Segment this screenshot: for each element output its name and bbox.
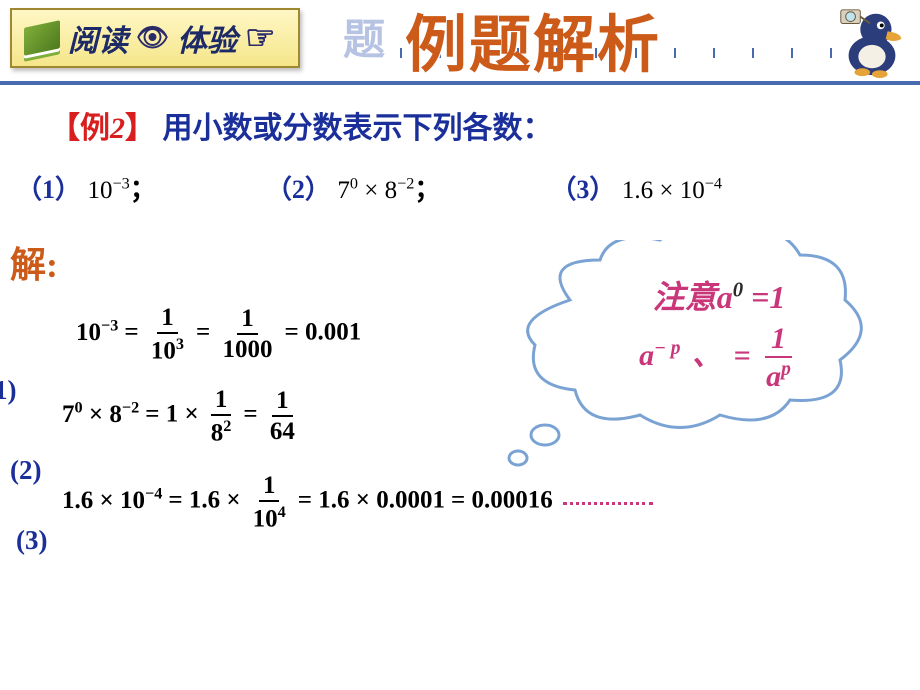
header: 题 阅读 👁 体验 ☞ 例题解析: [0, 0, 920, 85]
sol2-lhs: 70 × 8−2: [62, 401, 139, 428]
solution-2: 70 × 8−2 = 1 × 182 = 164: [62, 387, 301, 445]
badge-read: 阅读: [68, 16, 128, 60]
badge-text: 阅读 👁 体验 ☞: [68, 16, 276, 60]
problem-item: （3） 1.6 × 10−4: [550, 169, 722, 206]
example-word: 例: [80, 112, 110, 145]
sol3-result: 0.00016: [472, 487, 553, 514]
cloud-rule-1: 注意a0 =1: [574, 272, 864, 318]
bracket-open: 【: [50, 112, 80, 145]
problem-row: （1） 10−3； （2） 70 × 8−2； （3） 1.6 × 10−4: [16, 169, 910, 206]
title-shadow: 题: [343, 6, 385, 67]
result-underline: [563, 502, 653, 505]
bracket-close: 】: [125, 112, 155, 145]
solution-3: 1.6 × 10−4 = 1.6 × 1104 = 1.6 × 0.0001 =…: [62, 473, 553, 531]
pointing-hand-icon: ☞: [245, 18, 275, 58]
note-cloud: 注意a0 =1 a− p 、 = 1 ap: [500, 240, 890, 480]
sol1-result: 0.001: [305, 319, 361, 346]
badge-exp: 体验: [177, 16, 237, 60]
book-icon: [24, 20, 60, 56]
page-title: 例题解析: [405, 0, 661, 84]
example-number: 2: [110, 112, 125, 145]
problem-item: （2） 70 × 8−2；: [266, 169, 441, 206]
cloud-text: 注意a0 =1 a− p 、 = 1 ap: [574, 272, 864, 392]
side-label-2: (2): [10, 455, 41, 486]
example-heading: 【例2】 用小数或分数表示下列各数：: [50, 103, 910, 147]
cloud-rule-2: a− p 、 = 1 ap: [574, 324, 864, 392]
problem-item: （1） 10−3；: [16, 169, 156, 206]
example-prompt: 用小数或分数表示下列各数：: [163, 112, 553, 145]
side-label-3: (3): [16, 525, 47, 556]
sol1-lhs: 10−3: [76, 319, 118, 346]
duck-mascot-icon: [832, 2, 912, 80]
side-label-1: 1): [0, 375, 17, 406]
sol3-lhs: 1.6 × 10−4: [62, 487, 162, 514]
eye-icon: 👁: [136, 23, 169, 53]
reading-badge: 阅读 👁 体验 ☞: [10, 8, 300, 68]
solution-1: 10−3 = 1103 = 11000 = 0.001: [76, 305, 361, 363]
